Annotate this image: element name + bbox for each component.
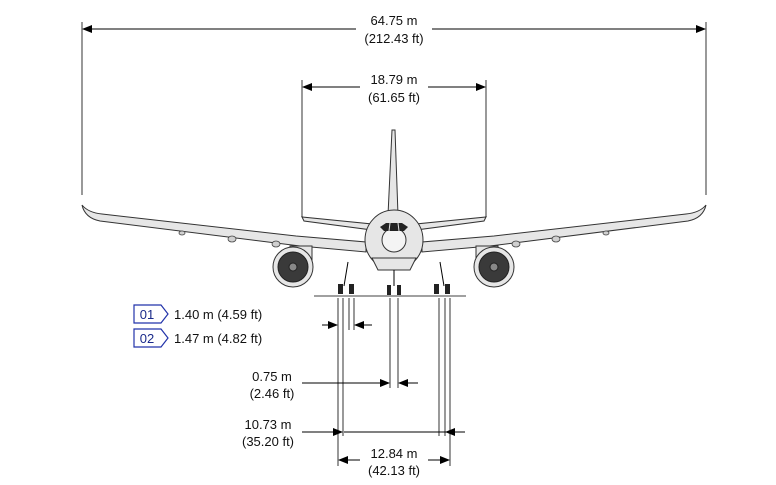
nose-gear-width-metric: 0.75 m (252, 369, 292, 384)
nose-gear-width-imperial: (2.46 ft) (250, 386, 295, 401)
note-01-value: 1.40 m (4.59 ft) (174, 307, 262, 322)
tail-span-imperial: (61.65 ft) (368, 90, 420, 105)
note-01-tag (133, 304, 169, 324)
note-02: 02 1.47 m (4.82 ft) (133, 328, 262, 348)
engine-left (272, 245, 314, 288)
main-gear-track-imperial: (35.20 ft) (242, 434, 294, 449)
aircraft-front-view (81, 129, 707, 297)
wing-left (81, 204, 367, 253)
main-gear-track-metric: 10.73 m (245, 417, 292, 432)
nose-gear-width-dimension: 0.75 m (2.46 ft) (250, 369, 418, 401)
tail-span-dimension: 18.79 m (61.65 ft) (301, 70, 487, 217)
outer-gear-width-imperial: (42.13 ft) (368, 463, 420, 478)
wingspan-imperial: (212.43 ft) (364, 31, 423, 46)
outer-gear-width-dimension: 12.84 m (42.13 ft) (338, 446, 450, 482)
outer-gear-width-metric: 12.84 m (371, 446, 418, 461)
wingspan-metric: 64.75 m (371, 13, 418, 28)
cockpit-windows (380, 223, 408, 231)
main-gear-track-dimension: 10.73 m (35.20 ft) (242, 417, 465, 449)
vertical-stabilizer (387, 129, 399, 216)
landing-gear (338, 261, 450, 295)
note-01: 01 1.40 m (4.59 ft) (133, 304, 262, 324)
horizontal-stabilizer-right (415, 216, 487, 231)
wing-right (421, 204, 707, 253)
wingspan-dimension: 64.75 m (212.43 ft) (81, 12, 707, 195)
horizontal-stabilizer-left (301, 216, 373, 231)
engine-right (473, 245, 515, 288)
gear-extension-lines (337, 298, 451, 466)
note-02-tag (133, 328, 169, 348)
tail-span-metric: 18.79 m (371, 72, 418, 87)
flap-fairings (178, 230, 610, 248)
note-02-value: 1.47 m (4.82 ft) (174, 331, 262, 346)
note-02-tag-label: 02 (140, 331, 154, 346)
note-01-tag-label: 01 (140, 307, 154, 322)
fuselage (364, 209, 424, 271)
